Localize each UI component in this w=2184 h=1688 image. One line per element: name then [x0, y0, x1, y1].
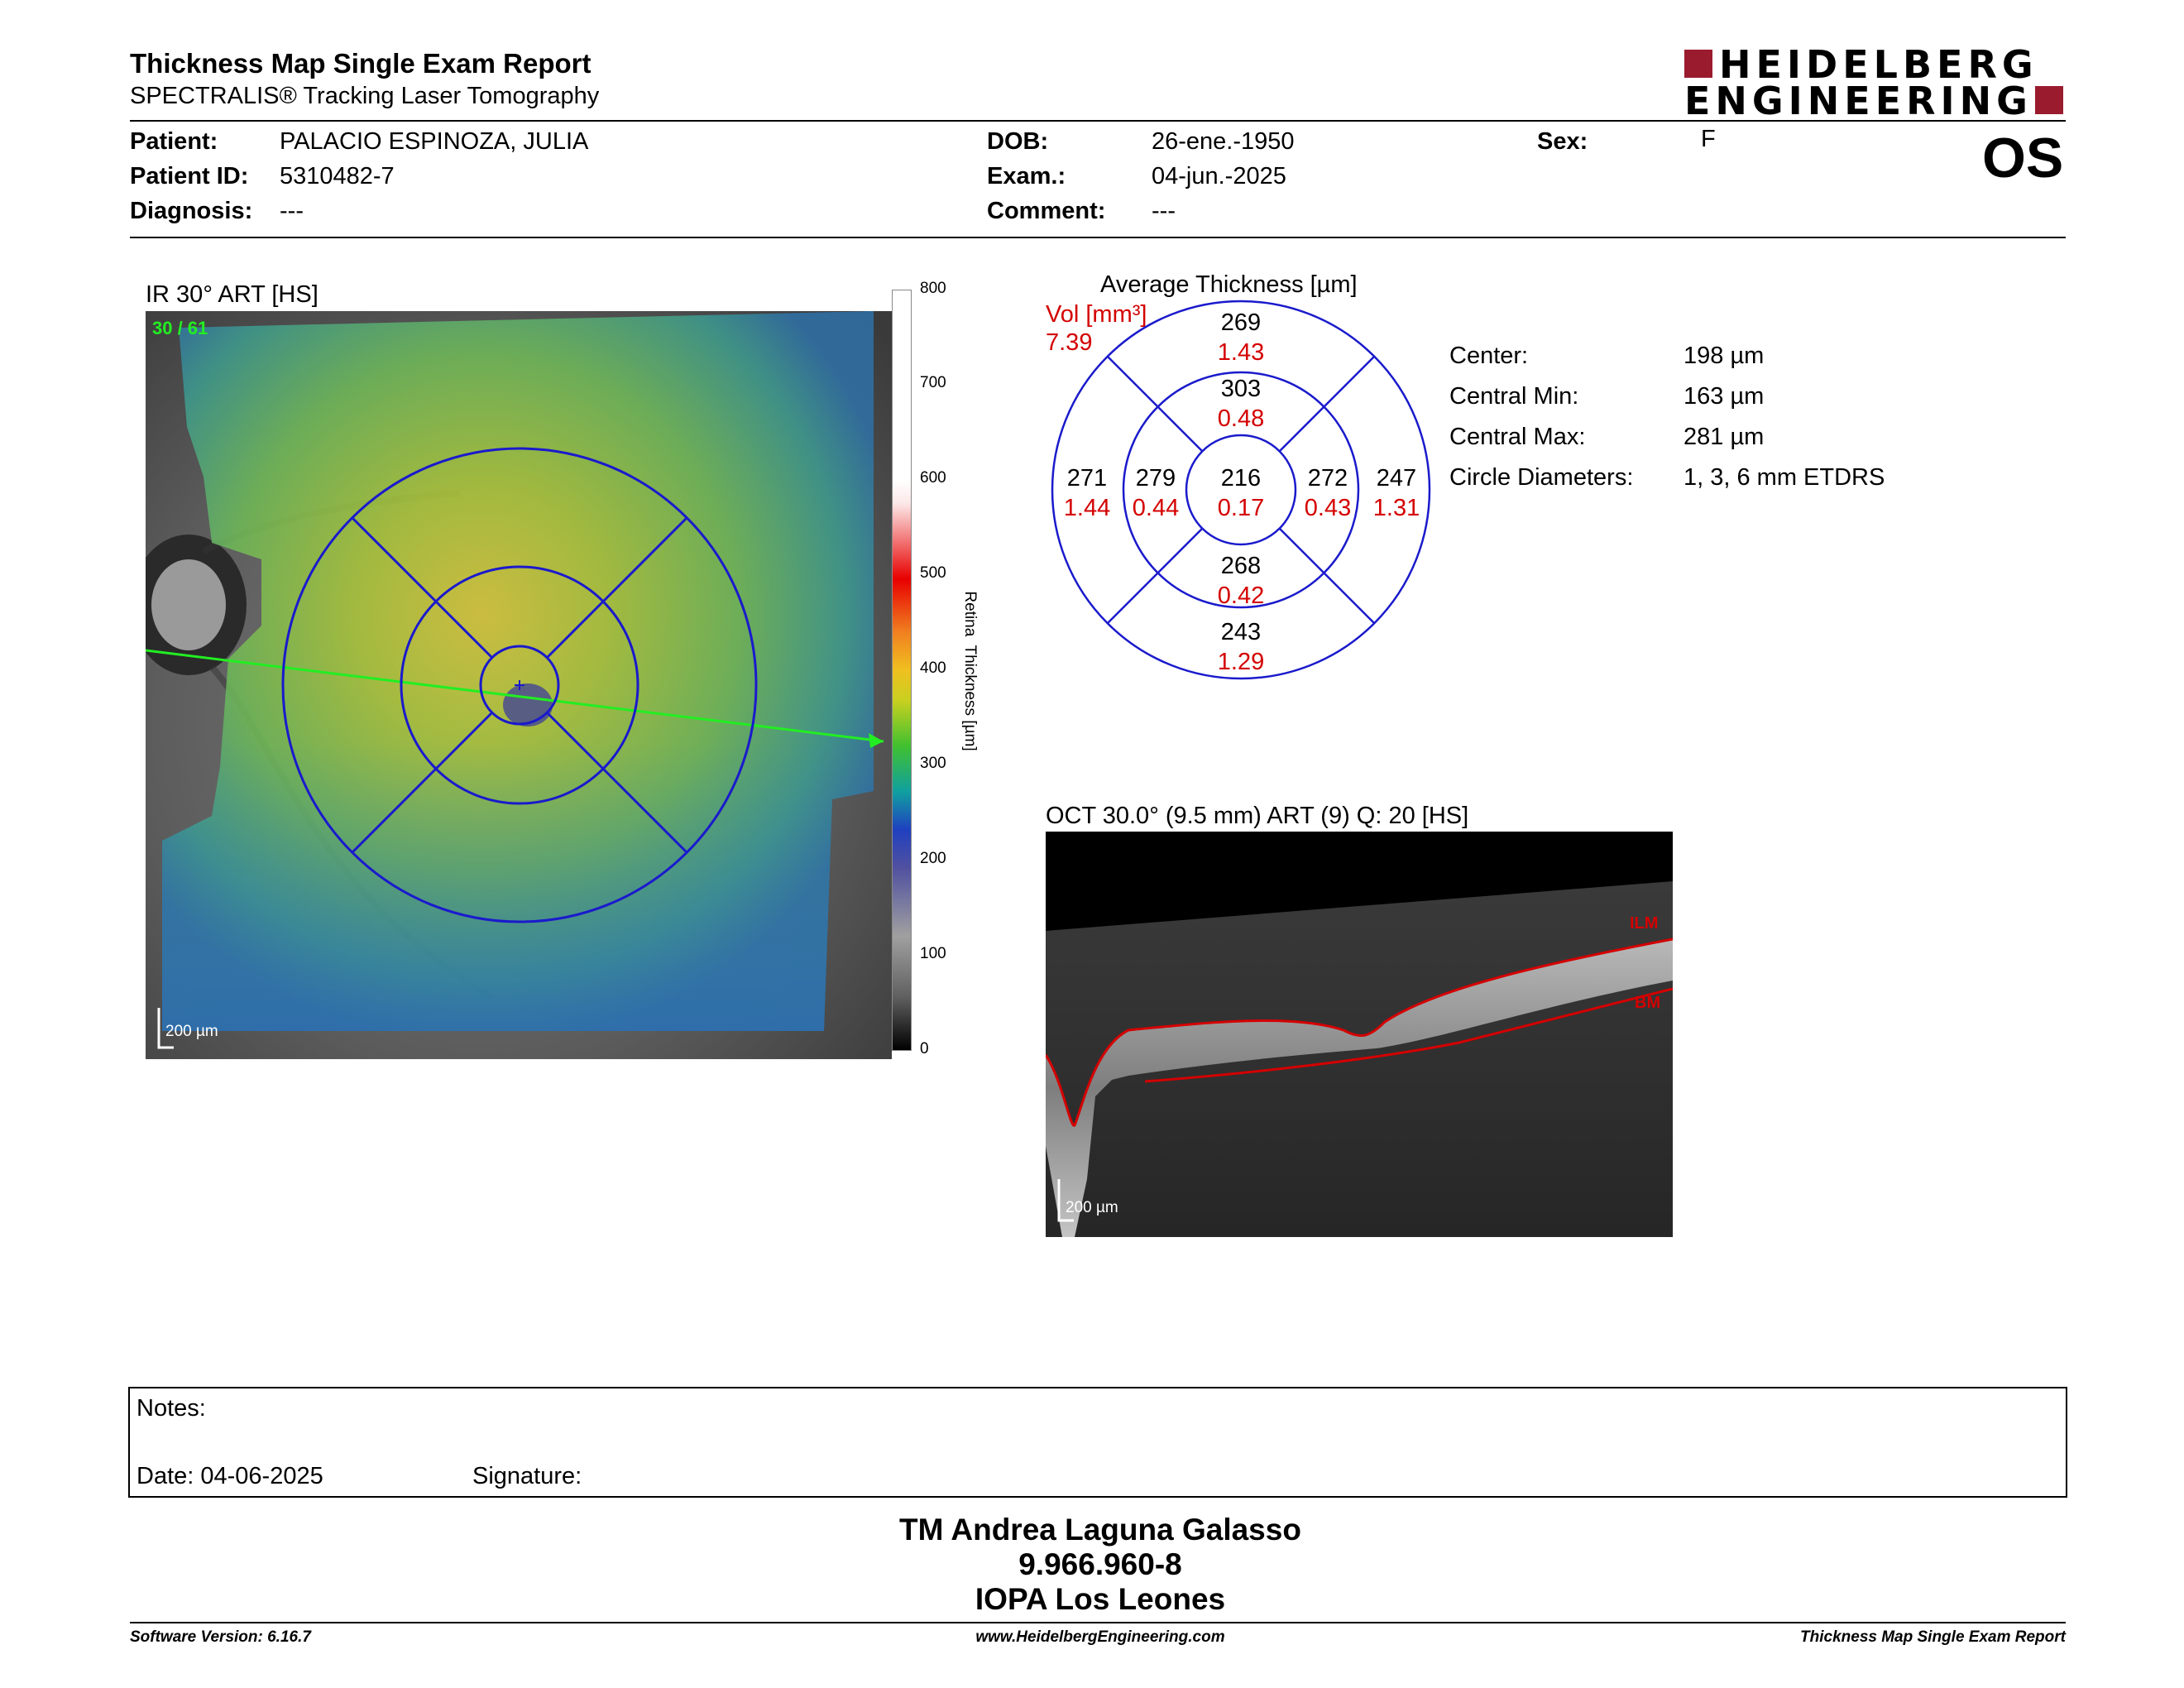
report-title: Thickness Map Single Exam Report: [130, 48, 592, 79]
bm-label: BM: [1635, 994, 1661, 1012]
colorbar-tick: 600: [920, 469, 946, 487]
signature-label: Signature:: [472, 1463, 582, 1489]
thickness-colorbar: [892, 290, 912, 1051]
vol-label: Vol [mm³]: [1046, 301, 1147, 328]
colorbar-tick: 100: [920, 945, 946, 962]
comment-label: Comment:: [987, 198, 1106, 224]
diagnosis-value: ---: [280, 198, 304, 224]
website-link[interactable]: www.HeidelbergEngineering.com: [975, 1628, 1225, 1646]
inner-inferior-volume: 0.42: [1217, 583, 1265, 609]
notes-label: Notes:: [136, 1395, 206, 1422]
colorbar-tick: 200: [920, 850, 946, 867]
signer-name: TM Andrea Laguna Galasso: [899, 1513, 1301, 1547]
oct-scale-label: 200 µm: [1066, 1199, 1118, 1216]
oct-bscan-svg: [1046, 881, 1673, 1237]
inner-temporal-volume: 0.44: [1132, 495, 1180, 521]
etdrs-grid: [1051, 300, 1431, 680]
outer-temporal-volume: 1.44: [1063, 495, 1111, 521]
outer-nasal-thickness: 247: [1376, 465, 1417, 492]
report-subtitle: SPECTRALIS® Tracking Laser Tomography: [130, 83, 600, 109]
inner-temporal-thickness: 279: [1135, 465, 1176, 492]
signer-id: 9.966.960-8: [1018, 1547, 1182, 1581]
central-min-value: 163 µm: [1684, 383, 1765, 410]
colorbar-tick: 800: [920, 280, 946, 297]
central-max-label: Central Max:: [1449, 424, 1586, 450]
date-label: Date: 04-06-2025: [136, 1463, 323, 1489]
colorbar-tick: 300: [920, 755, 946, 772]
footer-divider: [130, 1622, 2066, 1623]
ir-thickness-map: 30 / 61 200 µm: [146, 311, 892, 1059]
logo-square-top: [1684, 50, 1712, 78]
center-thickness: 216: [1220, 465, 1262, 492]
exam-value: 04-jun.-2025: [1152, 163, 1286, 189]
inner-nasal-thickness: 272: [1307, 465, 1348, 492]
vol-total: 7.39: [1046, 329, 1093, 356]
central-min-label: Central Min:: [1449, 383, 1579, 410]
colorbar-tick: 500: [920, 564, 946, 582]
outer-superior-thickness: 269: [1220, 309, 1262, 336]
inner-nasal-volume: 0.43: [1304, 495, 1352, 521]
center-value: 198 µm: [1684, 343, 1765, 369]
ilm-label: ILM: [1630, 914, 1659, 933]
patient-name: PALACIO ESPINOZA, JULIA: [280, 128, 589, 155]
oct-image-title: OCT 30.0° (9.5 mm) ART (9) Q: 20 [HS]: [1046, 803, 1469, 829]
outer-superior-volume: 1.43: [1217, 339, 1265, 366]
signer-institution: IOPA Los Leones: [975, 1582, 1226, 1616]
colorbar-tick: 0: [920, 1040, 929, 1057]
ir-frame-count: 30 / 61: [152, 318, 208, 338]
colorbar-label: Retina Thickness [µm]: [961, 591, 979, 751]
patient-id: 5310482-7: [280, 163, 395, 189]
center-volume: 0.17: [1217, 495, 1265, 521]
notes-box: Notes: Date: 04-06-2025 Signature:: [128, 1387, 2067, 1498]
software-version: Software Version: 6.16.7: [130, 1628, 311, 1646]
oct-bscan: ILM BM 200 µm: [1046, 832, 1673, 1237]
outer-nasal-volume: 1.31: [1372, 495, 1420, 521]
dob-label: DOB:: [987, 128, 1049, 155]
colorbar-tick: 400: [920, 659, 946, 677]
sex-value: F: [1701, 126, 1716, 152]
dob-value: 26-ene.-1950: [1152, 128, 1295, 155]
logo-line2: ENGINEERING: [1684, 79, 2033, 123]
diagnosis-label: Diagnosis:: [130, 198, 253, 224]
eye-indicator: OS: [1982, 127, 2064, 189]
ir-image-title: IR 30° ART [HS]: [146, 281, 318, 308]
central-max-value: 281 µm: [1684, 424, 1765, 450]
circle-diameters-value: 1, 3, 6 mm ETDRS: [1684, 464, 1885, 491]
center-label: Center:: [1449, 343, 1529, 369]
patient-divider: [130, 237, 2066, 238]
etdrs-title: Average Thickness [µm]: [1100, 271, 1358, 298]
exam-label: Exam.:: [987, 163, 1066, 189]
logo-square-bottom: [2035, 86, 2063, 114]
outer-temporal-thickness: 271: [1066, 465, 1108, 492]
logo-line1: HEIDELBERG: [1719, 42, 2038, 87]
comment-value: ---: [1152, 198, 1176, 224]
inner-superior-thickness: 303: [1220, 376, 1262, 402]
colorbar-tick: 700: [920, 374, 946, 391]
footer-report-name: Thickness Map Single Exam Report: [1800, 1628, 2066, 1646]
inner-inferior-thickness: 268: [1220, 553, 1262, 579]
patient-id-label: Patient ID:: [130, 163, 249, 189]
inner-superior-volume: 0.48: [1217, 405, 1265, 432]
header-divider: [130, 120, 2066, 122]
circle-diameters-label: Circle Diameters:: [1449, 464, 1634, 491]
heidelberg-logo: HEIDELBERG ENGINEERING: [1684, 42, 2065, 123]
outer-inferior-thickness: 243: [1220, 619, 1262, 645]
outer-inferior-volume: 1.29: [1217, 649, 1265, 675]
ir-scale-label: 200 µm: [165, 1023, 218, 1040]
patient-label: Patient:: [130, 128, 218, 155]
sex-label: Sex:: [1537, 128, 1588, 155]
ir-map-svg: [146, 311, 892, 1059]
